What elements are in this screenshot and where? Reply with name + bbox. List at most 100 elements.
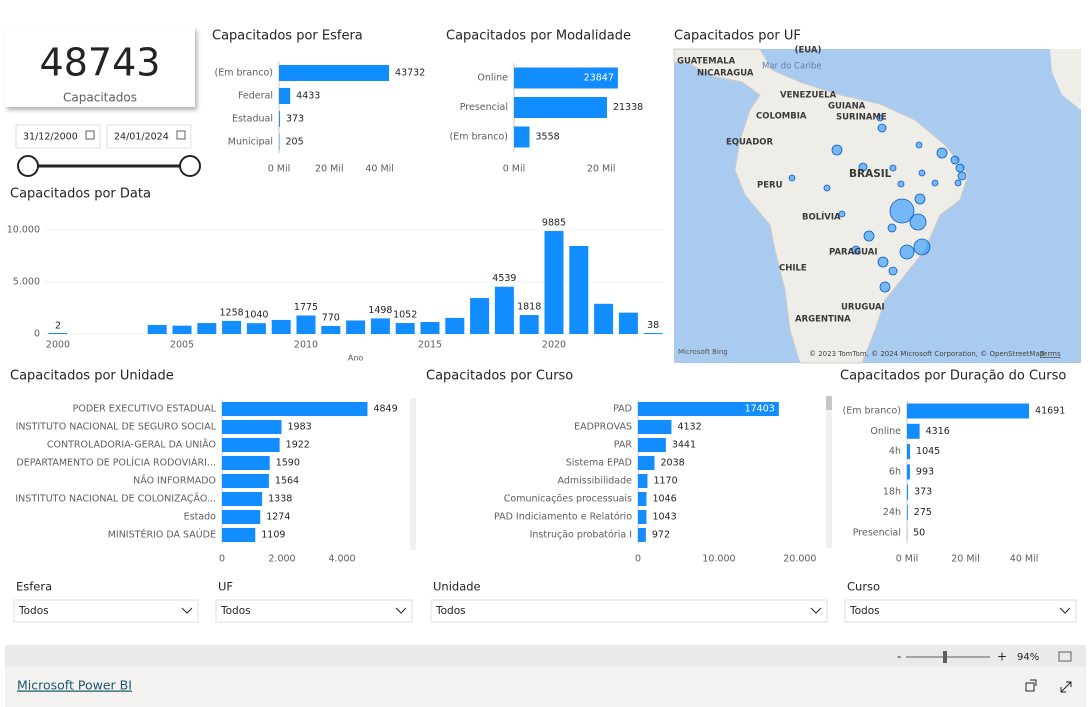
- bar[interactable]: [246, 323, 266, 334]
- bar[interactable]: [172, 325, 192, 334]
- map-bubble[interactable]: [831, 144, 843, 156]
- map-bubble[interactable]: [957, 171, 967, 181]
- bar[interactable]: [395, 323, 415, 334]
- bar[interactable]: [494, 286, 514, 334]
- map-bubble[interactable]: [897, 180, 905, 188]
- brand-link[interactable]: Microsoft Power BI: [17, 678, 132, 693]
- bar[interactable]: [222, 420, 282, 434]
- scrollbar-thumb[interactable]: [826, 396, 832, 410]
- slider-handle[interactable]: [17, 155, 39, 177]
- zoom-out[interactable]: -: [897, 650, 901, 664]
- zoom-thumb[interactable]: [943, 651, 947, 663]
- map-bubble[interactable]: [914, 193, 926, 205]
- bar[interactable]: [197, 323, 217, 334]
- bar[interactable]: [279, 88, 291, 104]
- bar[interactable]: [222, 510, 261, 524]
- bar[interactable]: [907, 423, 920, 439]
- map-bubble[interactable]: [889, 164, 897, 172]
- bar[interactable]: [544, 231, 564, 334]
- slicer-dropdown[interactable]: [13, 599, 199, 623]
- bar[interactable]: [48, 333, 68, 334]
- scrollbar[interactable]: [410, 398, 416, 550]
- bar[interactable]: [594, 303, 614, 334]
- bar[interactable]: [279, 134, 280, 150]
- bar[interactable]: [638, 402, 779, 416]
- bar[interactable]: [222, 402, 368, 416]
- map-bubble[interactable]: [858, 162, 868, 172]
- bar[interactable]: [907, 484, 909, 500]
- map-bubble[interactable]: [887, 223, 897, 233]
- map-bubble[interactable]: [909, 213, 927, 231]
- map-bubble[interactable]: [863, 230, 875, 242]
- scrollbar[interactable]: [826, 396, 832, 548]
- chevron[interactable]: [181, 607, 193, 614]
- map-bubble[interactable]: [823, 184, 831, 192]
- bar[interactable]: [514, 97, 607, 118]
- bar[interactable]: [519, 315, 539, 334]
- bar[interactable]: [907, 444, 911, 460]
- bar[interactable]: [638, 456, 655, 470]
- map-bubble[interactable]: [877, 123, 887, 133]
- bar[interactable]: [638, 420, 672, 434]
- map-bubble[interactable]: [954, 179, 962, 187]
- map-bubble[interactable]: [936, 147, 948, 159]
- chevron[interactable]: [810, 607, 822, 614]
- map-bubble[interactable]: [950, 155, 960, 165]
- bar[interactable]: [638, 492, 647, 506]
- chevron[interactable]: [1059, 607, 1071, 614]
- bar[interactable]: [420, 322, 440, 334]
- map[interactable]: (EUA) GUATEMALA NICARAGUA Mar do Caribe …: [673, 46, 1081, 364]
- fullscreen-icon[interactable]: [1060, 681, 1072, 693]
- calendar-icon[interactable]: [85, 130, 95, 140]
- bar[interactable]: [907, 403, 1030, 419]
- bar[interactable]: [907, 464, 910, 480]
- chevron[interactable]: [395, 607, 407, 614]
- bar[interactable]: [271, 319, 291, 334]
- bar[interactable]: [222, 456, 270, 470]
- bar[interactable]: [638, 474, 648, 488]
- bar[interactable]: [907, 505, 908, 520]
- bar[interactable]: [638, 528, 646, 542]
- bar[interactable]: [222, 474, 269, 488]
- map-bubble[interactable]: [955, 163, 965, 173]
- map-bubble[interactable]: [889, 198, 915, 224]
- zoom-in[interactable]: +: [997, 650, 1007, 664]
- map-bubble[interactable]: [918, 169, 926, 177]
- bar[interactable]: [222, 528, 256, 542]
- map-bubble[interactable]: [931, 179, 939, 187]
- map-bubble[interactable]: [877, 256, 889, 268]
- bar[interactable]: [643, 333, 663, 334]
- bar[interactable]: [514, 67, 618, 89]
- bar[interactable]: [569, 245, 589, 334]
- bar[interactable]: [470, 298, 490, 334]
- bar[interactable]: [222, 320, 242, 334]
- map-bubble[interactable]: [788, 174, 796, 182]
- map-bubble[interactable]: [915, 141, 923, 149]
- map-bubble[interactable]: [851, 245, 861, 255]
- slicer-dropdown[interactable]: [215, 599, 413, 623]
- bar[interactable]: [445, 317, 465, 334]
- bar[interactable]: [222, 438, 280, 452]
- bar[interactable]: [346, 320, 366, 334]
- bar[interactable]: [147, 324, 167, 334]
- bar[interactable]: [279, 111, 280, 127]
- map-bubble[interactable]: [879, 281, 891, 293]
- map-bubble[interactable]: [838, 210, 846, 218]
- slider-handle[interactable]: [179, 155, 201, 177]
- bar[interactable]: [638, 438, 666, 452]
- slicer-dropdown[interactable]: [844, 599, 1077, 623]
- map-bubble[interactable]: [913, 238, 931, 256]
- share-icon[interactable]: [1025, 679, 1037, 692]
- map-bubble[interactable]: [888, 266, 898, 276]
- bar[interactable]: [296, 315, 316, 334]
- bar[interactable]: [370, 318, 390, 334]
- map-bubble[interactable]: [899, 244, 915, 260]
- map-terms[interactable]: Terms: [1039, 350, 1061, 358]
- date-end-input[interactable]: [106, 124, 192, 149]
- date-start-input[interactable]: [15, 124, 101, 149]
- bar[interactable]: [222, 492, 263, 506]
- bar[interactable]: [618, 312, 638, 334]
- bar[interactable]: [514, 126, 530, 148]
- bar[interactable]: [321, 325, 341, 334]
- bar[interactable]: [638, 510, 647, 524]
